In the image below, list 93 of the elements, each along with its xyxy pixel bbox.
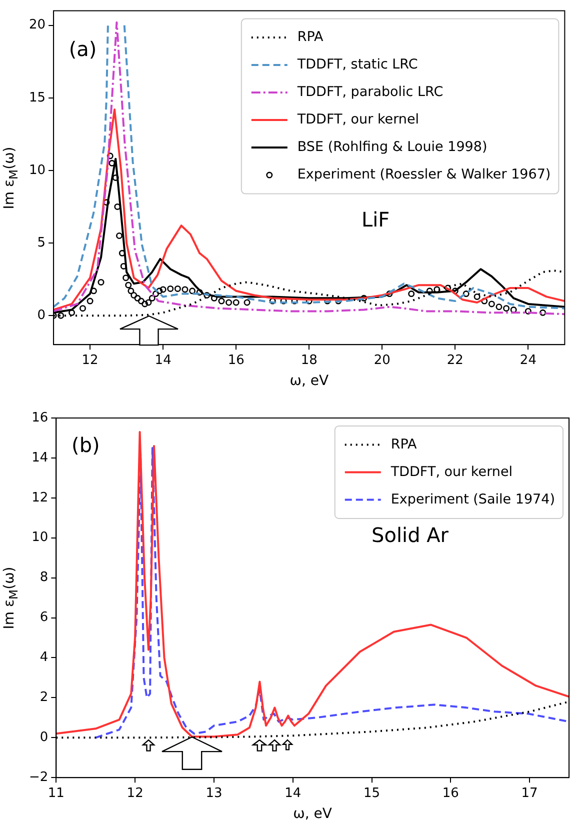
point [174,285,181,292]
legend-label: Experiment (Saile 1974) [390,491,555,508]
point [496,304,502,310]
point [120,262,127,270]
annotation: Solid Ar [372,522,450,547]
y-tick-label: 16 [32,410,48,426]
point [360,294,368,302]
point [481,298,488,304]
point [134,294,141,302]
x-axis-title: ω, eV [290,373,329,390]
x-tick-label: 12 [126,786,144,801]
y-tick-label: 8 [40,570,48,586]
legend-label: Experiment (Roessler & Walker 1967) [297,166,551,183]
y-tick-label: 14 [32,450,48,466]
point [204,292,210,299]
legend-label: TDDFT, our kernel [390,464,512,480]
point [426,288,433,294]
point [58,312,64,319]
x-tick-label: 13 [206,786,222,801]
y-tick-label: 5 [37,235,46,250]
x-axis-title: ω, eV [293,806,332,822]
point [116,232,123,239]
point [462,290,470,298]
legend-label: RPA [390,436,418,452]
x-tick-label: 18 [300,352,318,368]
point [474,293,480,300]
point [182,286,188,293]
point [156,288,163,294]
x-tick-label: 22 [446,352,464,368]
point [524,308,532,314]
point [540,309,546,316]
point [503,305,510,312]
point [112,174,119,181]
x-tick-label: 16 [228,352,244,368]
point [152,290,160,298]
point [128,288,134,294]
point [444,284,452,292]
point [98,278,104,286]
x-tick-label: 24 [520,352,536,368]
y-tick-label: 0 [40,730,48,746]
x-tick-label: 20 [374,352,390,368]
point [196,289,203,296]
point [189,288,196,294]
point [232,299,240,306]
y-tick-label: 20 [28,18,46,33]
y-tick-label: 4 [40,650,48,666]
y-tick-label: 15 [28,90,46,106]
point [226,299,232,306]
point [167,285,174,292]
annotation: LiF [361,207,390,232]
x-tick-label: 14 [284,786,302,801]
point [122,274,130,282]
legend-label: TDDFT, parabolic LRC [296,84,444,100]
x-tick-label: 14 [154,352,172,368]
x-tick-label: 17 [521,786,538,801]
point [68,309,76,316]
y-tick-label: 10 [28,162,46,178]
y-tick-label: 10 [32,530,48,546]
point [130,292,138,299]
point [160,286,166,293]
annotation: (b) [72,432,100,457]
point [86,298,94,304]
annotation: (a) [68,37,97,62]
point [244,299,250,306]
point [90,288,97,294]
point [408,290,415,298]
point [145,299,152,306]
point [125,282,132,288]
point [106,152,114,160]
point [114,203,121,210]
y-tick-label: 0 [37,308,46,323]
point [386,290,393,298]
x-tick-label: 11 [48,786,64,801]
point [108,160,116,166]
y-tick-label: 12 [32,490,48,506]
point [218,298,225,304]
point [148,294,156,302]
y-tick-label: 2 [40,690,48,706]
point [210,294,218,302]
point [138,298,144,304]
x-tick-label: 15 [363,786,380,801]
y-tick-label: 6 [40,610,48,626]
point [269,298,276,304]
x-tick-label: 16 [442,786,459,801]
point [80,305,86,312]
legend-label: BSE (Rohlfing & Louie 1998) [297,139,488,156]
x-tick-label: 12 [82,352,98,368]
legend-label: TDDFT, our kernel [296,112,420,128]
legend-label: RPA [297,29,324,46]
point [142,300,148,308]
point [488,300,495,308]
legend-label: TDDFT, static LRC [296,56,418,73]
y-tick-label: −2 [28,770,48,785]
